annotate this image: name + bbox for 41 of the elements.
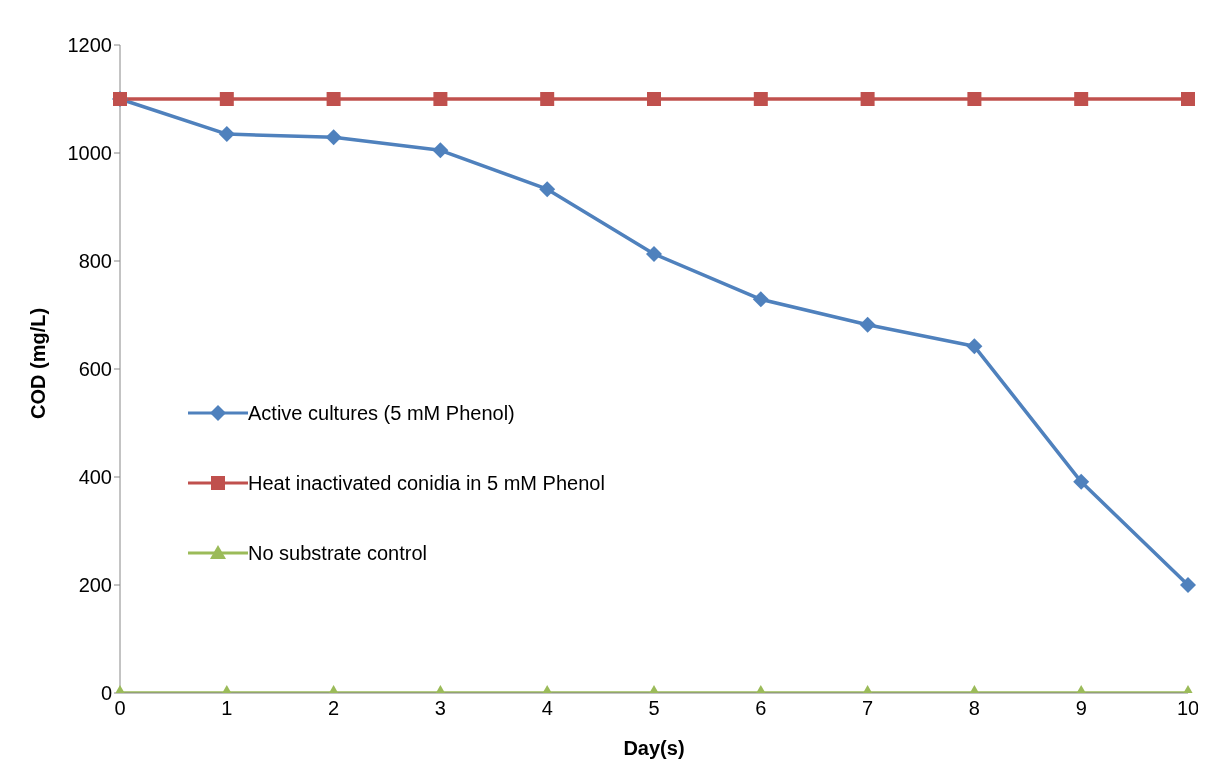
legend-label: Heat inactivated conidia in 5 mM Phenol [248,471,605,495]
point [433,92,448,106]
x-axis-title: Day(s) [623,737,685,759]
point [752,291,769,308]
point [218,126,235,143]
x-tick-label: 7 [862,697,874,720]
point [967,92,982,106]
y-tick-label: 800 [78,250,112,273]
y-tick-label: 1000 [67,142,112,165]
point [859,316,876,333]
y-tick-label: 200 [78,574,112,597]
x-tick-label: 1 [221,697,233,720]
x-tick-label: 6 [755,697,767,720]
y-tick-label: 400 [78,466,112,489]
point [646,245,662,262]
x-tick-label: 8 [968,697,980,720]
point [432,142,449,159]
y-tick-label: 600 [78,358,112,381]
point [539,181,556,198]
x-tick-label: 3 [434,697,446,720]
point [540,92,555,106]
point [753,92,768,106]
point [326,92,341,106]
x-tick-label: 0 [114,697,126,720]
point [219,92,234,106]
legend-label: No substrate control [248,541,427,565]
y-tick-label: 0 [100,682,112,705]
x-tick-label: 2 [328,697,340,720]
point [325,129,342,146]
y-axis-title: COD (mg/L) [27,307,50,419]
point [966,338,983,355]
x-tick-label: 9 [1075,697,1087,720]
point [860,92,875,106]
point [1074,92,1089,106]
x-tick-label: 5 [648,697,660,720]
x-tick-label: 10 [1176,697,1200,720]
legend-label: Active cultures (5 mM Phenol) [248,401,515,425]
point [647,92,661,106]
y-tick-label: 1200 [67,34,112,57]
x-tick-label: 4 [541,697,553,720]
point [1181,92,1195,106]
